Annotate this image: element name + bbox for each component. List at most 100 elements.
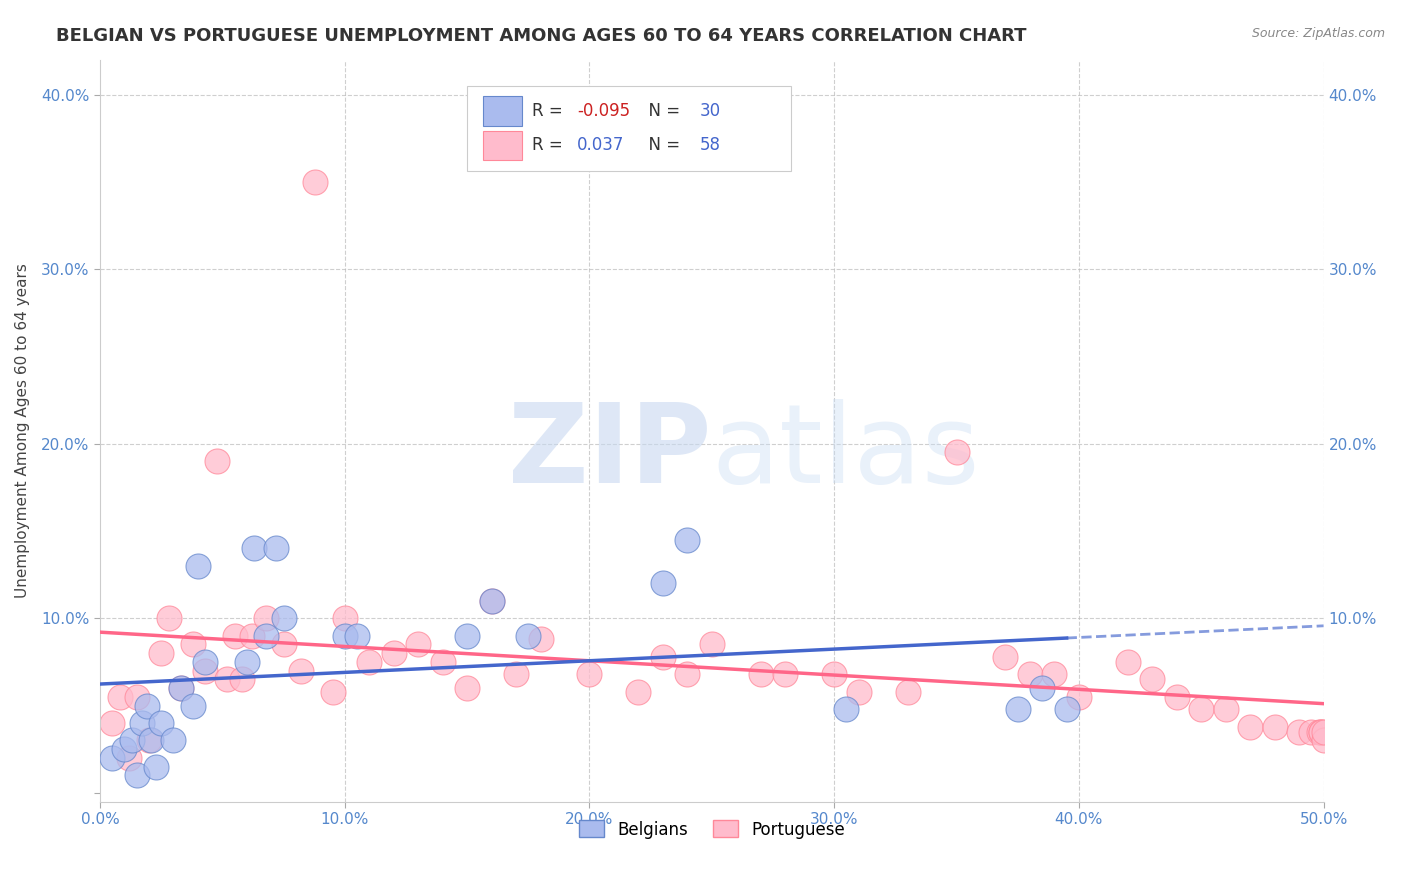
Point (162, 733, 184, 747)
Point (224, 629, 246, 643)
Text: 30: 30 (700, 102, 721, 120)
Point (456, 681, 478, 695)
Point (170, 681, 193, 695)
Point (217, 673, 239, 687)
Point (1019, 667, 1042, 681)
Point (1116, 655, 1139, 669)
Point (359, 655, 381, 669)
Point (114, 742, 136, 756)
Point (254, 629, 277, 643)
Text: R =: R = (531, 102, 568, 120)
Point (187, 558, 209, 573)
Text: atlas: atlas (711, 400, 980, 507)
Point (1239, 719, 1261, 733)
Point (1310, 724, 1333, 739)
Point (304, 175, 326, 189)
Point (131, 716, 153, 731)
Y-axis label: Unemployment Among Ages 60 to 64 years: Unemployment Among Ages 60 to 64 years (15, 263, 30, 598)
Point (823, 667, 845, 681)
Point (848, 684, 870, 698)
Point (1312, 733, 1334, 747)
Point (194, 664, 217, 678)
Point (529, 632, 551, 647)
Point (1166, 690, 1188, 704)
Point (676, 533, 699, 547)
Point (835, 702, 858, 716)
Point (240, 629, 263, 643)
Text: ZIP: ZIP (509, 400, 711, 507)
Text: BELGIAN VS PORTUGUESE UNEMPLOYMENT AMONG AGES 60 TO 64 YEARS CORRELATION CHART: BELGIAN VS PORTUGUESE UNEMPLOYMENT AMONG… (56, 27, 1026, 45)
FancyBboxPatch shape (484, 130, 522, 161)
Point (243, 541, 266, 556)
Point (333, 629, 356, 643)
Point (194, 655, 217, 669)
Text: R =: R = (531, 136, 568, 154)
Point (651, 649, 673, 664)
Point (346, 629, 368, 643)
Point (749, 667, 772, 681)
Point (1288, 724, 1310, 739)
Point (118, 751, 141, 765)
Point (236, 655, 259, 669)
Point (321, 684, 343, 698)
Point (254, 611, 277, 625)
FancyBboxPatch shape (484, 96, 522, 126)
Point (406, 637, 429, 651)
Point (125, 690, 148, 704)
Point (150, 716, 173, 731)
Point (1007, 702, 1029, 716)
Text: N =: N = (638, 136, 686, 154)
Text: N =: N = (638, 102, 686, 120)
Point (456, 629, 478, 643)
Point (651, 576, 673, 591)
Point (121, 733, 143, 747)
Point (145, 759, 167, 773)
Point (1215, 702, 1237, 716)
Point (1308, 724, 1330, 739)
Point (481, 594, 503, 608)
Text: Source: ZipAtlas.com: Source: ZipAtlas.com (1251, 27, 1385, 40)
Point (101, 751, 124, 765)
Point (1189, 702, 1212, 716)
Point (578, 667, 600, 681)
Point (994, 649, 1017, 664)
Point (157, 611, 180, 625)
Point (135, 698, 157, 713)
Point (896, 684, 918, 698)
Point (138, 733, 160, 747)
Point (101, 716, 124, 731)
Point (627, 684, 650, 698)
Point (231, 673, 253, 687)
Point (773, 667, 796, 681)
Text: 0.037: 0.037 (578, 136, 624, 154)
Point (432, 655, 454, 669)
Point (1312, 724, 1334, 739)
Point (141, 733, 163, 747)
Point (150, 646, 173, 660)
Point (481, 594, 503, 608)
Point (1043, 667, 1066, 681)
Point (273, 611, 295, 625)
Legend: Belgians, Portuguese: Belgians, Portuguese (572, 814, 852, 846)
Text: -0.095: -0.095 (578, 102, 630, 120)
Point (333, 611, 356, 625)
Text: 58: 58 (700, 136, 720, 154)
Point (505, 667, 527, 681)
Point (181, 698, 204, 713)
Point (382, 646, 405, 660)
Point (1031, 681, 1053, 695)
Point (108, 690, 131, 704)
Point (290, 664, 312, 678)
Point (125, 768, 148, 782)
Point (1067, 690, 1090, 704)
Point (1301, 724, 1323, 739)
Point (945, 445, 967, 459)
Point (676, 667, 699, 681)
Point (264, 541, 287, 556)
Point (1056, 702, 1078, 716)
Point (181, 637, 204, 651)
Point (170, 681, 193, 695)
Point (517, 629, 540, 643)
Point (273, 637, 295, 651)
Point (700, 637, 723, 651)
